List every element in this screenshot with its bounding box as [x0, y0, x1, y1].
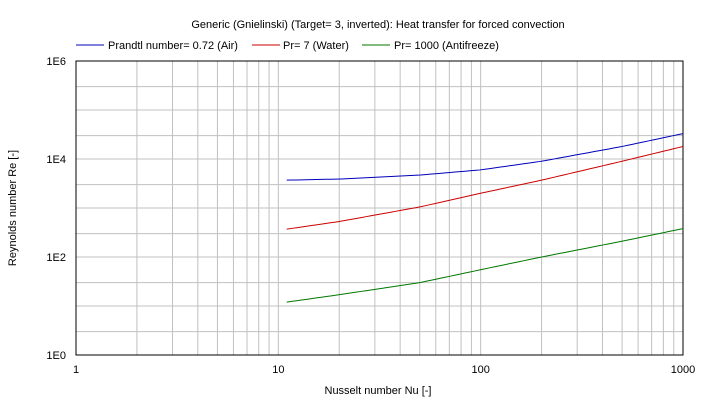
series-line-2 — [286, 228, 684, 303]
x-tick-label: 1 — [73, 364, 79, 376]
y-axis-label: Reynolds number Re [-] — [7, 150, 19, 266]
y-tick-label: 1E0 — [46, 350, 66, 362]
x-tick-label: 100 — [471, 364, 489, 376]
y-tick-label: 1E2 — [46, 252, 66, 264]
y-tick-label: 1E4 — [46, 154, 66, 166]
chart-title: Generic (Gnielinski) (Target= 3, inverte… — [191, 19, 564, 31]
legend-label-0: Prandtl number= 0.72 (Air) — [108, 40, 238, 52]
legend-label-1: Pr= 7 (Water) — [283, 40, 349, 52]
grid — [76, 61, 683, 355]
x-tick-label: 1000 — [671, 364, 695, 376]
series-line-0 — [286, 133, 684, 181]
x-tick-label: 10 — [272, 364, 284, 376]
legend-label-2: Pr= 1000 (Antifreeze) — [394, 40, 499, 52]
legend: Prandtl number= 0.72 (Air) Pr= 7 (Water) P… — [76, 40, 499, 52]
series-line-1 — [286, 146, 684, 230]
x-axis-label: Nusselt number Nu [-] — [325, 385, 432, 397]
plot-frame — [75, 60, 684, 356]
y-tick-label: 1E6 — [46, 56, 66, 68]
x-tick-labels: 1 10 100 1000 — [73, 364, 695, 376]
series-layer — [286, 133, 684, 303]
y-tick-labels: 1E0 1E2 1E4 1E6 — [46, 56, 66, 362]
